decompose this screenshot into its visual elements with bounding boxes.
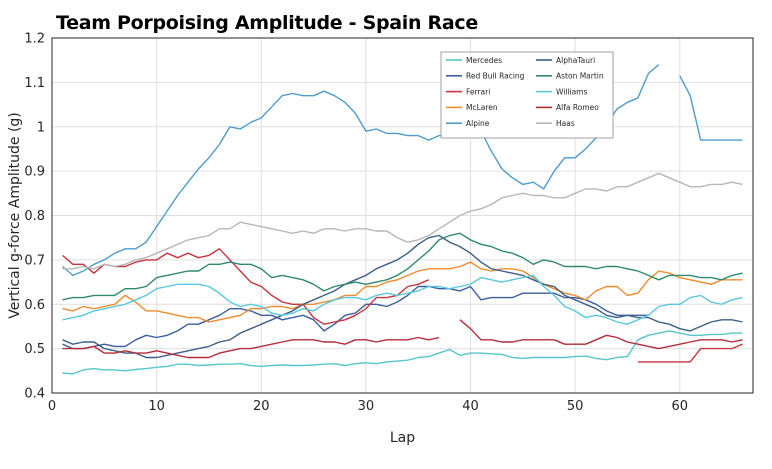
legend-label: Williams (556, 87, 587, 96)
plot-frame (51, 37, 754, 394)
y-tick-label: 1.2 (24, 32, 45, 47)
legend-label: Alpine (466, 119, 490, 128)
series-line-williams (62, 274, 743, 325)
series-line-ferrari (637, 343, 743, 363)
x-tick-label: 30 (358, 399, 375, 414)
legend-label: Haas (556, 119, 575, 128)
legend-label: Ferrari (466, 87, 490, 96)
axis-ticks: 0 10 20 30 40 50 60 0.4 0.5 0.6 0.7 0.8 0.9 1 1.1 1.2 (24, 32, 688, 415)
legend: Mercedes AlphaTauri Red Bull Racing Aston M… (440, 51, 614, 139)
series-line-haas (62, 172, 743, 270)
series-line-alpine (679, 75, 743, 141)
x-axis-label: Lap (390, 430, 415, 446)
series-line-alpine (62, 64, 660, 277)
series-line-alphatauri (62, 234, 743, 359)
y-tick-label: 0.4 (24, 387, 45, 402)
y-tick-label: 0.5 (24, 342, 45, 357)
series-line-mercedes (62, 330, 743, 375)
y-tick-label: 1 (37, 120, 45, 135)
x-tick-label: 10 (148, 399, 165, 414)
legend-box (440, 51, 614, 139)
series-line-alfa-romeo (62, 336, 440, 359)
y-axis-label: Vertical g-force Amplitude (g) (7, 112, 23, 319)
x-tick-label: 60 (671, 399, 688, 414)
y-tick-label: 0.6 (24, 298, 45, 313)
y-tick-label: 0.7 (24, 253, 45, 268)
legend-label: AlphaTauri (556, 56, 595, 65)
legend-label: Red Bull Racing (466, 72, 525, 81)
series-lines (62, 64, 743, 375)
legend-label: Aston Martin (556, 72, 604, 81)
legend-label: Alfa Romeo (556, 103, 599, 112)
x-tick-label: 40 (462, 399, 479, 414)
series-line-alfa-romeo (459, 319, 743, 350)
y-tick-label: 1.1 (24, 76, 45, 91)
chart-title: Team Porpoising Amplitude - Spain Race (56, 12, 478, 34)
y-tick-label: 0.9 (24, 165, 45, 180)
legend-label: McLaren (466, 103, 498, 112)
x-tick-label: 50 (567, 399, 584, 414)
series-line-aston-martin (62, 232, 743, 301)
series-line-ferrari (62, 248, 429, 325)
x-tick-label: 0 (48, 399, 56, 414)
x-tick-label: 20 (253, 399, 270, 414)
legend-label: Mercedes (466, 56, 502, 65)
y-tick-label: 0.8 (24, 209, 45, 224)
series-line-mclaren (62, 261, 743, 323)
